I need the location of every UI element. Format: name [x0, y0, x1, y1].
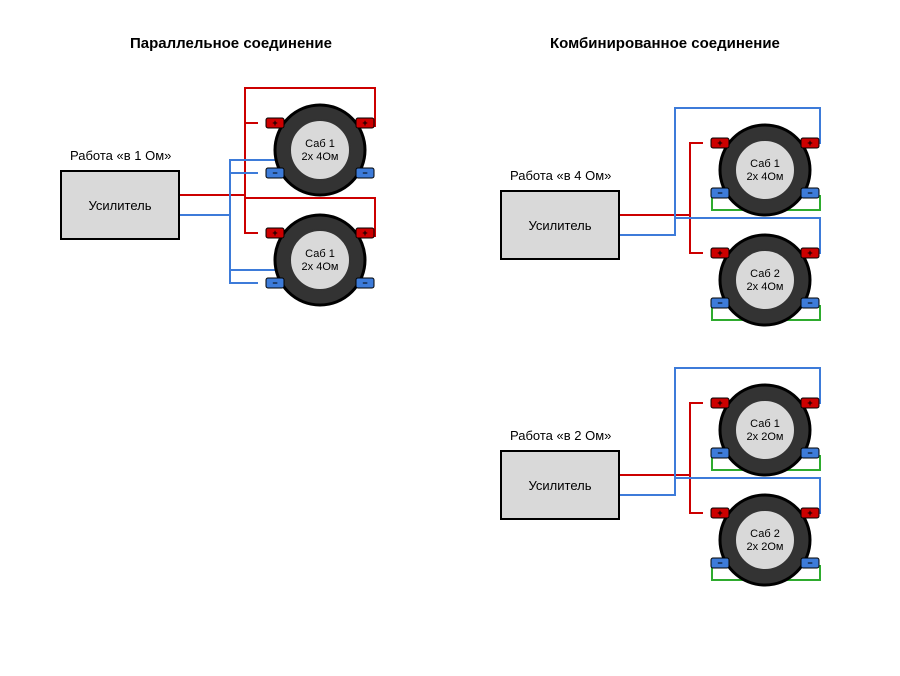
b1-wire-red-1	[180, 123, 258, 195]
b3-sp1-l1: Саб 1	[750, 418, 780, 430]
b3-speaker-2: Саб 2 2х 2Ом + + − −	[711, 495, 819, 585]
svg-text:+: +	[807, 138, 812, 148]
b3-wire-green-2	[712, 566, 820, 580]
b2-ohm-label: Работа «в 4 Ом»	[510, 168, 611, 183]
svg-text:−: −	[717, 188, 722, 198]
svg-text:−: −	[362, 278, 367, 288]
svg-text:−: −	[807, 298, 812, 308]
wiring-svg: Саб 1 2х 4Ом + + − − Саб 1 2х 4Ом + + − …	[0, 0, 900, 676]
b2-wire-blue-bot	[675, 218, 820, 253]
b2-sp2-l1: Саб 2	[750, 268, 780, 280]
svg-text:+: +	[717, 138, 722, 148]
b1-ohm-label: Работа «в 1 Ом»	[70, 148, 171, 163]
b2-amplifier: Усилитель	[500, 190, 620, 260]
svg-text:−: −	[272, 278, 277, 288]
b3-sp2-l1: Саб 2	[750, 528, 780, 540]
b2-sp2-l2: 2х 4Ом	[747, 281, 784, 293]
b3-wire-blue-bot	[675, 478, 820, 513]
b2-wire-green-2	[712, 306, 820, 320]
b2-amp-label: Усилитель	[529, 218, 592, 233]
b1-amplifier: Усилитель	[60, 170, 180, 240]
svg-text:−: −	[717, 558, 722, 568]
svg-text:+: +	[717, 398, 722, 408]
title-parallel: Параллельное соединение	[130, 35, 332, 52]
svg-text:−: −	[807, 188, 812, 198]
b3-wire-red-1	[620, 403, 703, 475]
b1-wire-blue-2	[230, 215, 258, 283]
b2-wire-red-1	[620, 143, 703, 215]
svg-text:+: +	[807, 398, 812, 408]
b1-sp1-l1: Саб 1	[305, 138, 335, 150]
svg-text:+: +	[362, 228, 367, 238]
b2-speaker-2: Саб 2 2х 4Ом + + − −	[711, 235, 819, 325]
b2-sp1-l1: Саб 1	[750, 158, 780, 170]
svg-text:−: −	[272, 168, 277, 178]
b3-speaker-1: Саб 1 2х 2Ом + + − −	[711, 385, 819, 475]
svg-text:−: −	[717, 448, 722, 458]
svg-text:+: +	[717, 248, 722, 258]
b1-sp1-l2: 2х 4Ом	[302, 151, 339, 163]
b3-sp1-l2: 2х 2Ом	[747, 431, 784, 443]
b1-wire-red-bot	[245, 198, 375, 236]
svg-text:+: +	[807, 508, 812, 518]
b1-wire-red-top	[245, 88, 375, 126]
svg-text:+: +	[717, 508, 722, 518]
b1-wire-red-2	[245, 195, 258, 233]
svg-text:−: −	[807, 448, 812, 458]
b3-wire-red-2	[690, 475, 703, 513]
b3-amplifier: Усилитель	[500, 450, 620, 520]
b2-sp1-l2: 2х 4Ом	[747, 171, 784, 183]
b2-wire-blue-top	[620, 108, 820, 235]
b1-wire-blue-top	[230, 160, 360, 176]
svg-text:−: −	[362, 168, 367, 178]
b2-speaker-1: Саб 1 2х 4Ом + + − −	[711, 125, 819, 215]
svg-text:−: −	[807, 558, 812, 568]
b3-wire-green-1	[712, 456, 820, 470]
b1-wire-blue-1	[180, 173, 258, 215]
b1-speaker-2: Саб 1 2х 4Ом + + − −	[266, 215, 374, 305]
svg-text:−: −	[717, 298, 722, 308]
b3-amp-label: Усилитель	[529, 478, 592, 493]
svg-text:+: +	[807, 248, 812, 258]
svg-text:+: +	[272, 228, 277, 238]
b1-wire-blue-bot	[230, 270, 360, 286]
b1-speaker-1: Саб 1 2х 4Ом + + − −	[266, 105, 374, 195]
b1-sp2-l1: Саб 1	[305, 248, 335, 260]
b3-wire-blue-top	[620, 368, 820, 495]
b2-wire-red-2	[690, 215, 703, 253]
title-combined: Комбинированное соединение	[550, 35, 780, 52]
svg-text:+: +	[272, 118, 277, 128]
b3-sp2-l2: 2х 2Ом	[747, 541, 784, 553]
b3-ohm-label: Работа «в 2 Ом»	[510, 428, 611, 443]
b2-wire-green-1	[712, 196, 820, 210]
b1-sp2-l2: 2х 4Ом	[302, 261, 339, 273]
b1-amp-label: Усилитель	[89, 198, 152, 213]
svg-text:+: +	[362, 118, 367, 128]
